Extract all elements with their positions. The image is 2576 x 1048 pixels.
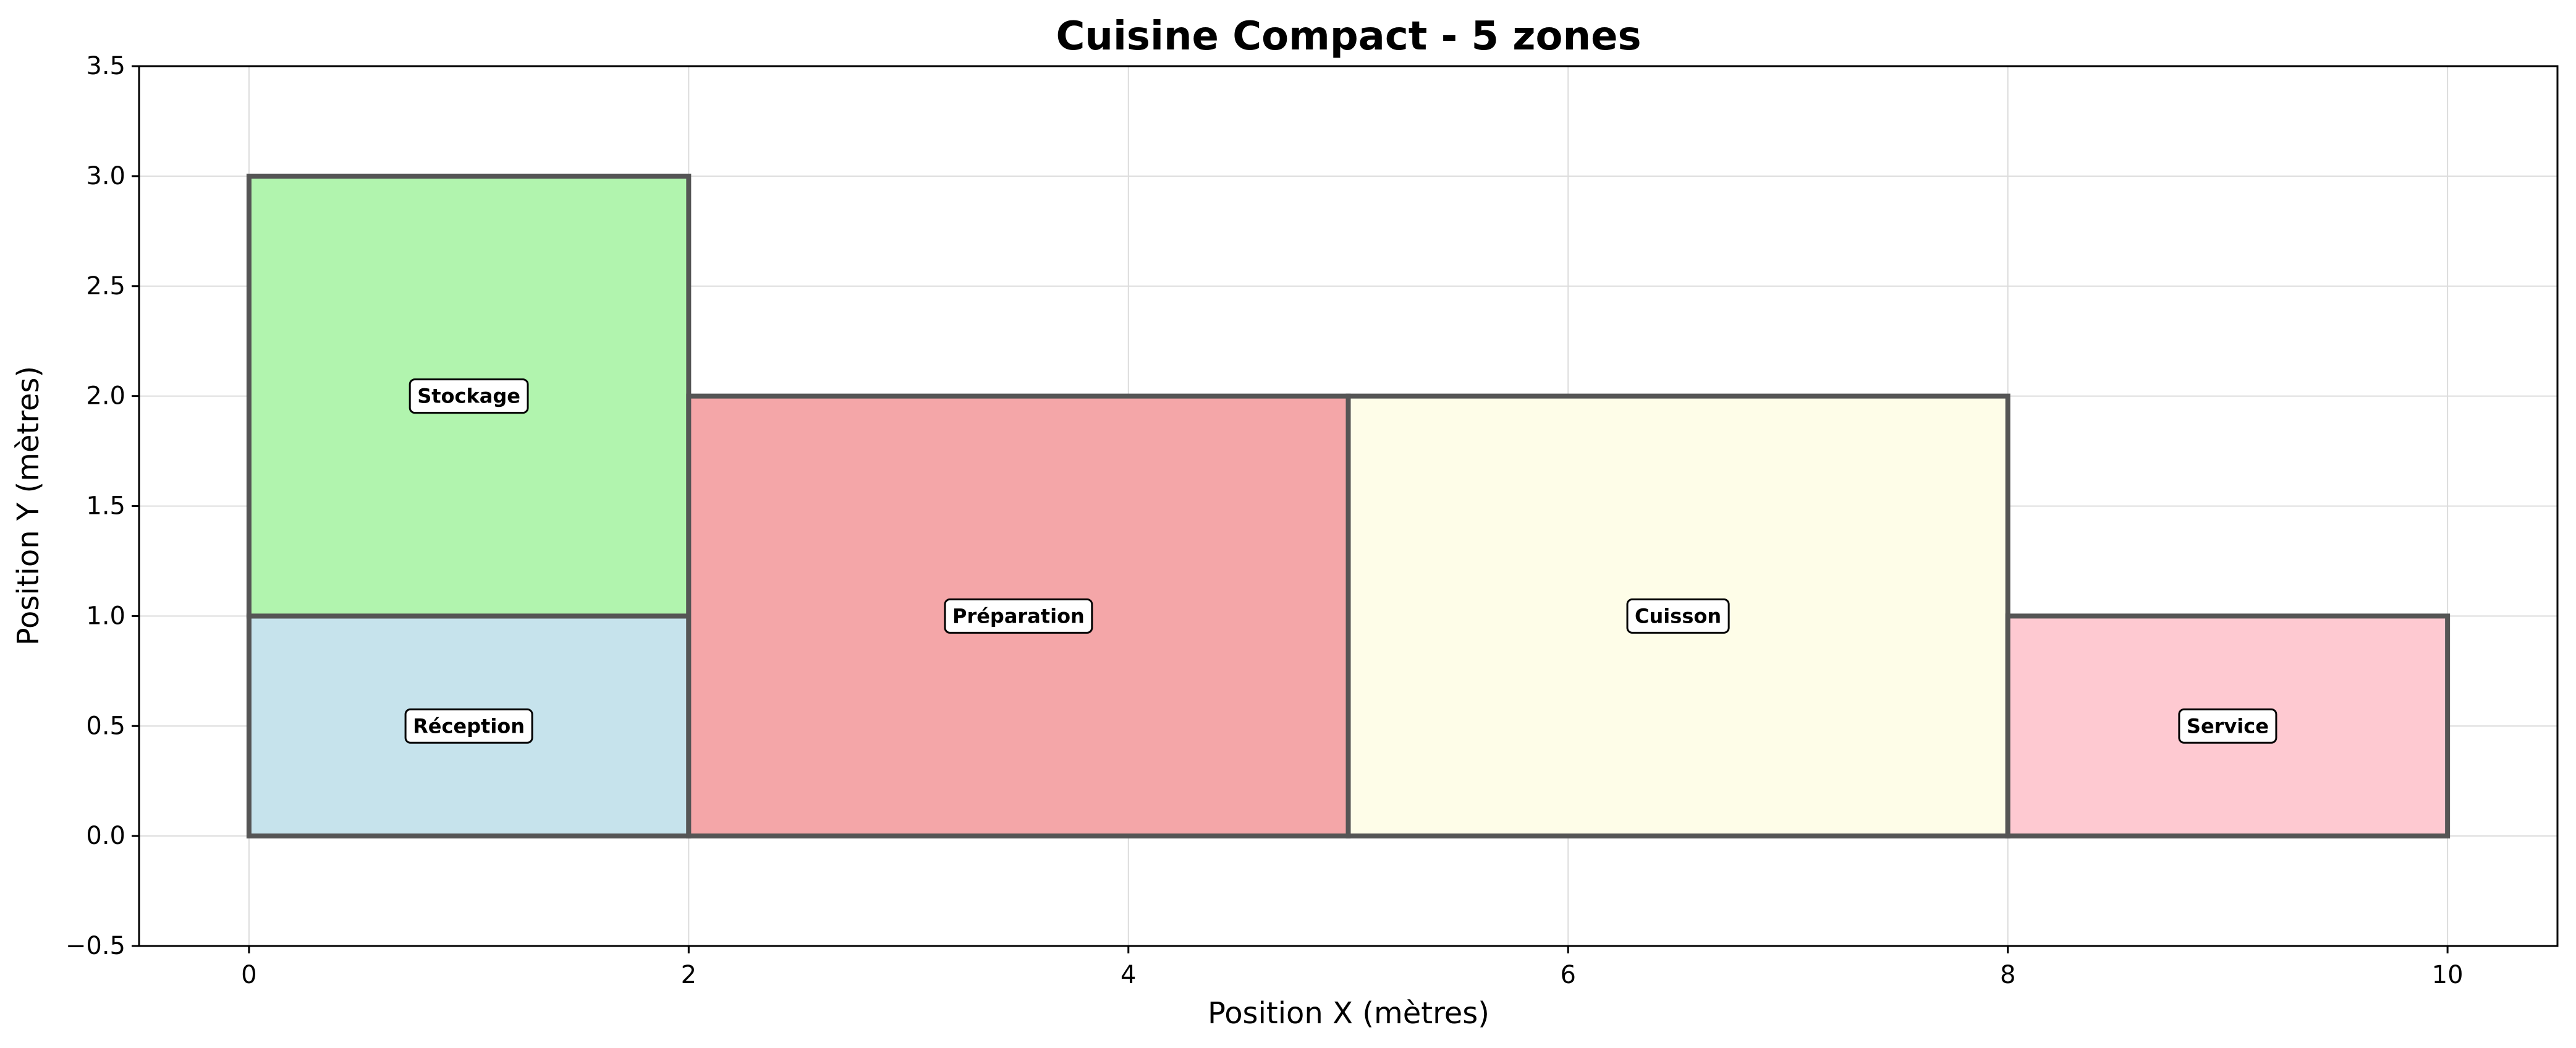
zone-label-box — [944, 598, 1093, 634]
zone-label-box — [409, 378, 529, 414]
zone-label-text: Cuisson — [1635, 604, 1721, 628]
x-tick-label: 2 — [681, 961, 697, 989]
y-tick-label: 3.0 — [86, 162, 125, 190]
zone-label-2: Préparation — [944, 598, 1093, 634]
zone-label-1: Stockage — [409, 378, 529, 414]
y-tick-label: 2.0 — [86, 382, 125, 411]
zones: Réception Stockage Préparation Cuisson Servi… — [246, 173, 2451, 839]
y-axis-label: Position Y (mètres) — [11, 366, 46, 646]
zone-label-box — [1626, 598, 1730, 634]
x-axis-ticks: 0 2 4 6 8 10 — [241, 946, 2464, 989]
y-tick-label: 2.5 — [86, 272, 125, 300]
zone-label-text: Stockage — [417, 385, 520, 408]
zone-label-0: Réception — [404, 708, 533, 744]
y-tick-label: 1.0 — [86, 602, 125, 630]
zone-label-3: Cuisson — [1626, 598, 1730, 634]
y-tick-label: 0.5 — [86, 712, 125, 740]
x-tick-label: 4 — [1121, 961, 1136, 989]
y-tick-label: −0.5 — [66, 932, 125, 960]
y-axis-ticks: −0.5 0.0 0.5 1.0 1.5 2.0 2.5 3.0 3.5 — [66, 52, 139, 960]
x-tick-label: 6 — [1561, 961, 1576, 989]
chart-title: Cuisine Compact - 5 zones — [1056, 14, 1641, 59]
x-tick-label: 8 — [2000, 961, 2015, 989]
zone-label-text: Préparation — [952, 604, 1085, 628]
y-tick-label: 0.0 — [86, 822, 125, 850]
zone-label-4: Service — [2178, 708, 2277, 744]
x-tick-label: 10 — [2432, 961, 2464, 989]
y-tick-label: 1.5 — [86, 492, 125, 521]
x-axis-label: Position X (mètres) — [1208, 996, 1489, 1031]
zone-label-text: Réception — [413, 714, 525, 738]
zone-label-box — [2178, 708, 2277, 744]
x-tick-label: 0 — [241, 961, 256, 989]
y-tick-label: 3.5 — [86, 52, 125, 80]
zone-label-text: Service — [2187, 714, 2269, 738]
zone-label-box — [404, 708, 533, 744]
